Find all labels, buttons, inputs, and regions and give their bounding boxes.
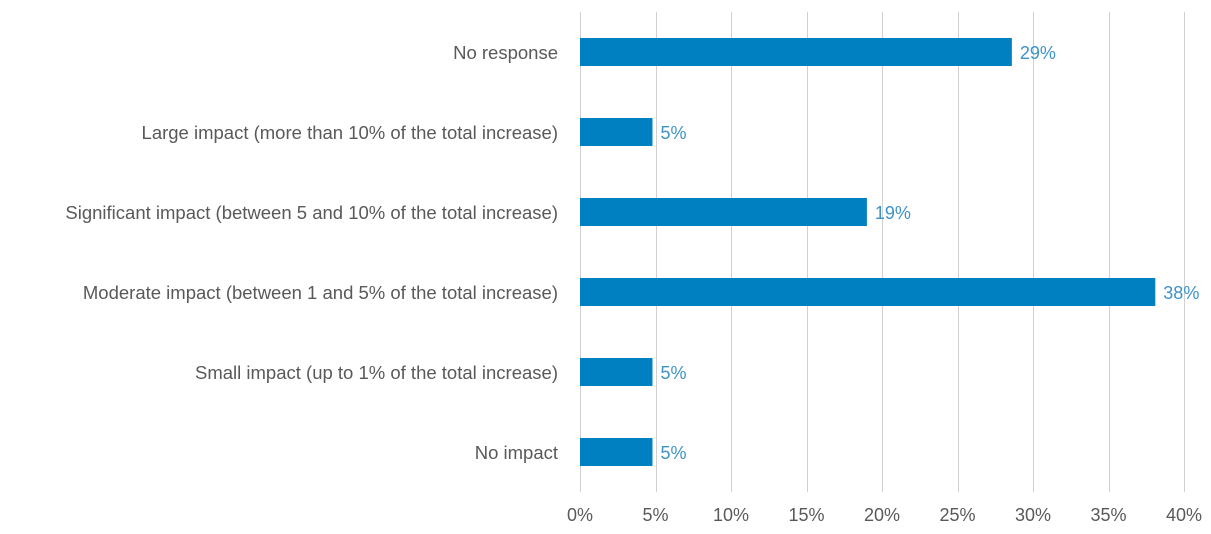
x-tick-label: 35% bbox=[1090, 505, 1126, 525]
bar bbox=[580, 438, 653, 466]
data-labels: 29% 5% 19% 38% 5% 5% bbox=[660, 43, 1199, 463]
x-tick-label: 10% bbox=[713, 505, 749, 525]
x-tick-label: 20% bbox=[864, 505, 900, 525]
x-tick-label: 15% bbox=[788, 505, 824, 525]
x-tick-label: 5% bbox=[642, 505, 668, 525]
data-label: 38% bbox=[1163, 283, 1199, 303]
data-label: 29% bbox=[1020, 43, 1056, 63]
category-label: Moderate impact (between 1 and 5% of the… bbox=[83, 282, 558, 303]
bar bbox=[580, 38, 1012, 66]
category-label: No impact bbox=[475, 442, 558, 463]
bar bbox=[580, 198, 867, 226]
x-tick-label: 25% bbox=[939, 505, 975, 525]
data-label: 19% bbox=[875, 203, 911, 223]
bar bbox=[580, 358, 653, 386]
grid-lines bbox=[580, 12, 1185, 492]
x-tick-label: 30% bbox=[1015, 505, 1051, 525]
category-labels: No response Large impact (more than 10% o… bbox=[65, 42, 558, 463]
bars bbox=[580, 38, 1156, 466]
data-label: 5% bbox=[660, 443, 686, 463]
category-label: Small impact (up to 1% of the total incr… bbox=[195, 362, 558, 383]
x-tick-label: 40% bbox=[1166, 505, 1202, 525]
category-label: No response bbox=[453, 42, 558, 63]
bar bbox=[580, 278, 1156, 306]
x-tick-label: 0% bbox=[567, 505, 593, 525]
category-label: Significant impact (between 5 and 10% of… bbox=[65, 202, 558, 223]
category-label: Large impact (more than 10% of the total… bbox=[142, 122, 558, 143]
x-axis-tick-labels: 0% 5% 10% 15% 20% 25% 30% 35% 40% bbox=[567, 505, 1202, 525]
bar bbox=[580, 118, 653, 146]
data-label: 5% bbox=[660, 363, 686, 383]
data-label: 5% bbox=[660, 123, 686, 143]
